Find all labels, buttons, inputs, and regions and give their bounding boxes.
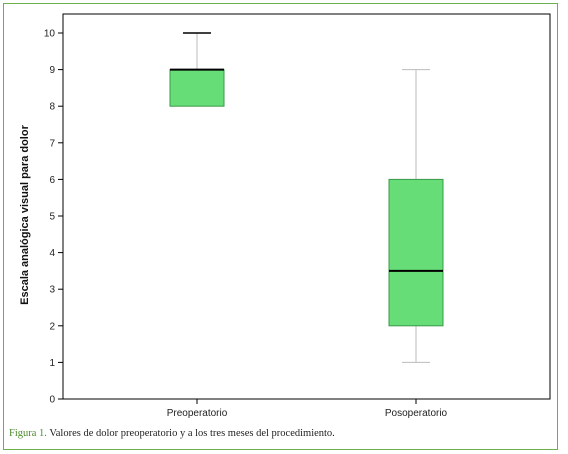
caption-label: Figura 1.	[9, 428, 47, 439]
x-axis: Preoperatorio Posoperatorio	[167, 399, 448, 419]
plot-area	[62, 13, 551, 400]
y-tick-label: 4	[49, 248, 55, 259]
x-tick-label: Posoperatorio	[385, 408, 448, 419]
y-tick-label: 1	[49, 358, 55, 369]
figure-caption: Figura 1. Valores de dolor preoperatorio…	[9, 428, 557, 439]
y-tick-label: 2	[49, 321, 55, 332]
x-tick-label: Preoperatorio	[167, 408, 228, 419]
caption-text: Valores de dolor preoperatorio y a los t…	[46, 428, 335, 439]
y-tick-label: 3	[49, 285, 55, 296]
y-tick-label: 8	[49, 102, 55, 113]
y-tick-label: 0	[49, 395, 55, 406]
box-1	[169, 69, 225, 107]
y-tick-label: 5	[49, 212, 55, 223]
y-tick-label: 6	[49, 175, 55, 186]
y-tick-label: 9	[49, 65, 55, 76]
box-2	[388, 178, 444, 327]
y-tick-label: 10	[44, 29, 56, 40]
y-axis-title: Escala analógica visual para dolor	[19, 124, 31, 304]
boxes	[169, 32, 444, 363]
y-tick-label: 7	[49, 138, 55, 149]
y-axis: 0 1 2 3 4 5 6 7 8 9 10	[44, 29, 63, 406]
